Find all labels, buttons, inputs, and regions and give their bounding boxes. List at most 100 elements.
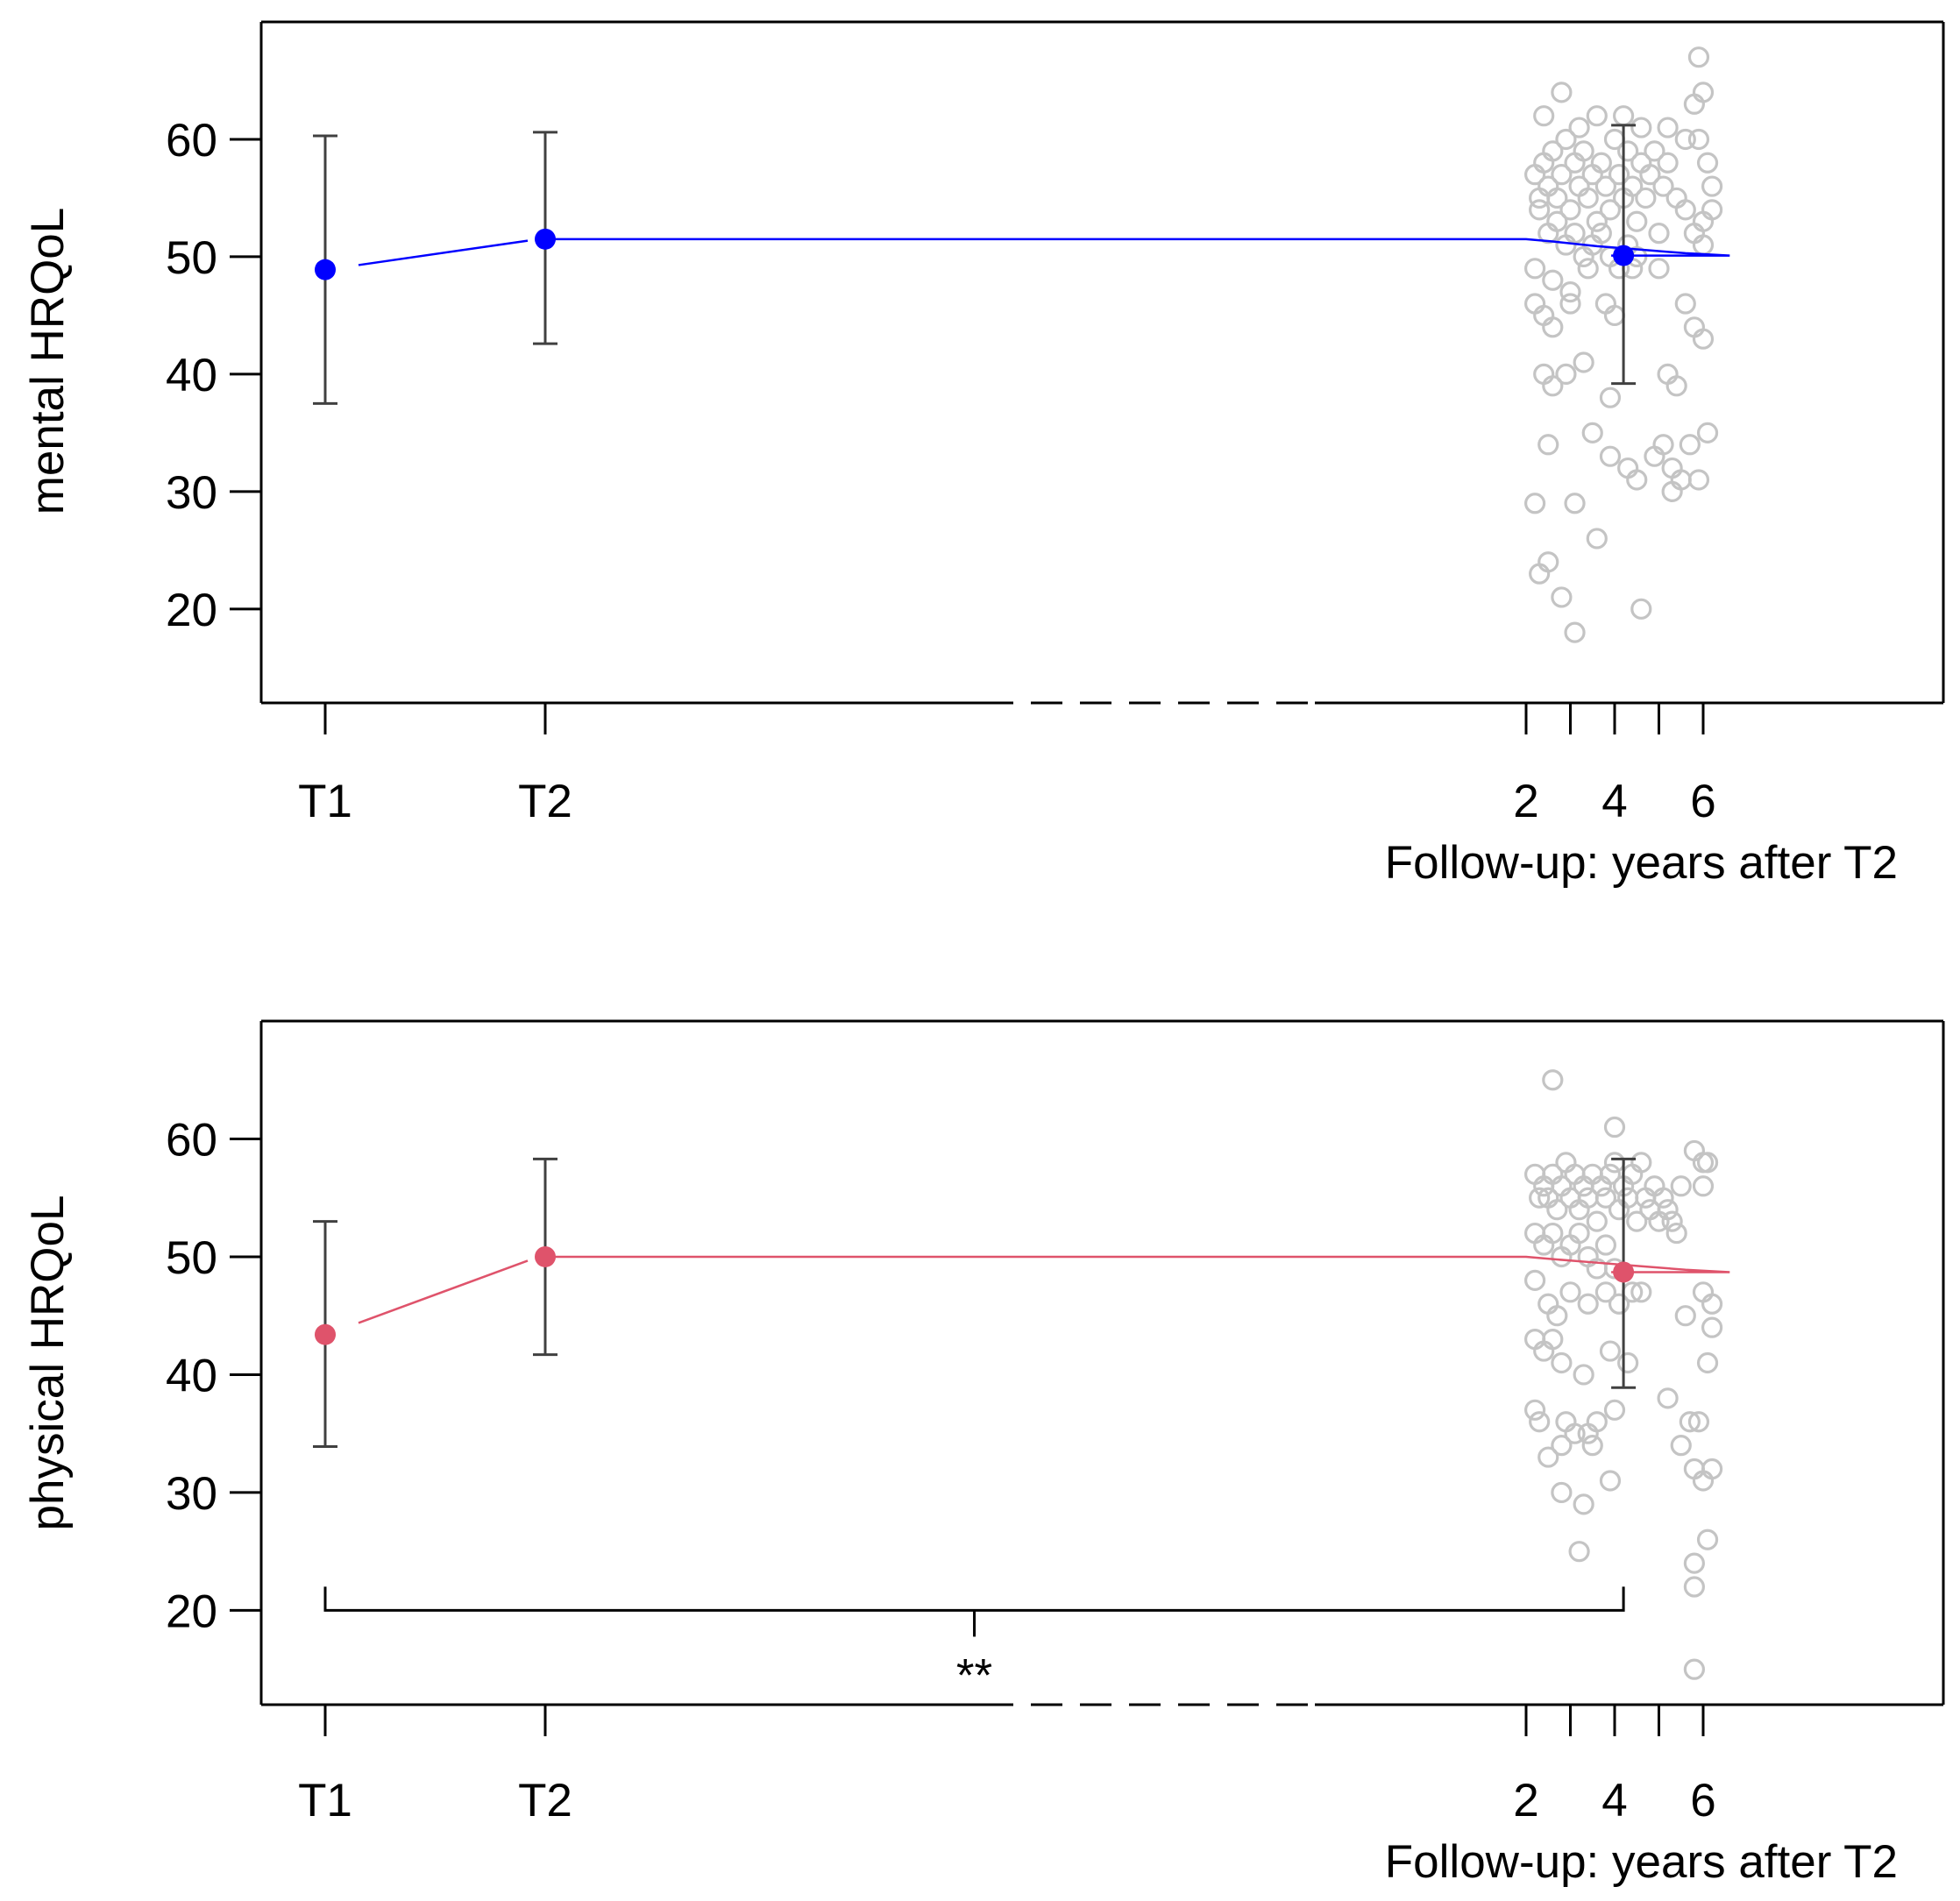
raw-data-point [1564, 621, 1586, 643]
raw-data-point [1546, 187, 1568, 209]
mean-point [315, 1323, 336, 1345]
raw-data-point [1687, 1411, 1710, 1433]
raw-data-point [1542, 269, 1564, 291]
raw-data-point [1599, 199, 1622, 221]
x-tick-label: 4 [1601, 776, 1627, 827]
significance-label: ** [956, 1649, 992, 1701]
raw-data-point [1551, 1351, 1573, 1374]
raw-data-point [1577, 1293, 1599, 1315]
raw-data-point [1692, 1175, 1715, 1197]
raw-data-point [1603, 1116, 1626, 1138]
raw-data-point [1551, 82, 1573, 103]
raw-data-point [1701, 1293, 1723, 1315]
raw-data-point [1568, 117, 1590, 138]
raw-data-point [1670, 1435, 1692, 1457]
raw-data-point [1559, 199, 1581, 221]
raw-data-point [1529, 563, 1551, 585]
raw-data-point [1551, 1481, 1573, 1504]
y-axis-title-mental: mental HRQoL [22, 208, 74, 515]
raw-data-point [1630, 1281, 1652, 1303]
raw-data-point [1626, 210, 1648, 232]
raw-data-point [1555, 363, 1577, 385]
raw-data-point [1573, 140, 1594, 162]
y-tick-label: 60 [166, 1114, 217, 1166]
raw-data-point [1696, 1152, 1719, 1174]
raw-data-point [1701, 199, 1723, 221]
raw-data-point [1683, 1552, 1706, 1574]
raw-data-point [1652, 175, 1674, 197]
raw-data-point [1577, 258, 1599, 280]
raw-data-point [1594, 1234, 1617, 1256]
raw-data-point [1599, 1340, 1622, 1362]
mean-point [1613, 245, 1635, 266]
y-tick-label: 30 [166, 467, 217, 519]
raw-data-point [1608, 164, 1630, 186]
raw-data-point [1626, 1210, 1648, 1232]
raw-data-point [1537, 434, 1559, 456]
raw-data-point [1670, 1175, 1692, 1197]
raw-data-point [1696, 422, 1719, 443]
raw-data-point [1590, 223, 1612, 245]
mean-point [1613, 1261, 1635, 1283]
y-tick-label: 40 [166, 1350, 217, 1401]
raw-data-point [1657, 1199, 1679, 1221]
trend-line [545, 238, 1730, 257]
x-tick-label: T1 [298, 1775, 352, 1827]
raw-data-point [1648, 223, 1670, 245]
raw-data-point [1586, 528, 1608, 550]
raw-data-point [1555, 128, 1577, 151]
raw-data-point [1581, 422, 1603, 443]
raw-data-point [1692, 82, 1715, 103]
raw-data-point [1599, 445, 1622, 467]
raw-data-point [1577, 187, 1599, 209]
raw-data-point [1542, 1069, 1564, 1091]
raw-data-point [1674, 128, 1696, 151]
raw-data-point [1674, 1305, 1696, 1327]
x-tick-label: T1 [298, 776, 352, 827]
raw-data-point [1529, 1411, 1551, 1433]
x-tick-label: 6 [1690, 1775, 1715, 1827]
raw-data-point [1523, 493, 1546, 514]
raw-data-point [1546, 210, 1568, 232]
mean-point [315, 259, 336, 280]
raw-data-point [1542, 1222, 1564, 1245]
raw-data-point [1617, 140, 1639, 162]
raw-data-point [1603, 1152, 1626, 1174]
raw-data-point [1657, 1387, 1679, 1409]
y-axis-title-physical: physical HRQoL [22, 1195, 74, 1531]
raw-data-point [1586, 105, 1608, 127]
y-tick-label: 20 [166, 1585, 217, 1637]
raw-data-point [1551, 1435, 1573, 1457]
raw-data-point [1652, 1187, 1674, 1209]
raw-data-point [1661, 1210, 1683, 1232]
raw-data-point [1533, 105, 1555, 127]
raw-data-point [1612, 105, 1635, 127]
raw-data-point [1701, 1458, 1723, 1480]
raw-data-point [1523, 258, 1546, 280]
x-tick-label: 2 [1513, 1775, 1538, 1827]
raw-data-point [1674, 199, 1696, 221]
raw-data-point [1599, 1470, 1622, 1492]
raw-data-point [1542, 316, 1564, 338]
raw-data-point [1542, 140, 1564, 162]
raw-data-point [1523, 1269, 1546, 1291]
x-tick-label: 4 [1601, 1775, 1627, 1827]
raw-data-point [1630, 117, 1652, 138]
x-tick-label: T2 [518, 1775, 572, 1827]
raw-data-point [1568, 1222, 1590, 1245]
raw-data-point [1687, 46, 1710, 68]
x-tick-label: 2 [1513, 776, 1538, 827]
raw-data-point [1546, 1199, 1568, 1221]
raw-data-point [1564, 1422, 1586, 1444]
raw-data-point [1529, 1187, 1551, 1209]
raw-data-point [1674, 293, 1696, 315]
raw-data-point [1701, 175, 1723, 197]
raw-data-point [1648, 258, 1670, 280]
raw-data-point [1542, 1329, 1564, 1351]
raw-data-point [1551, 586, 1573, 608]
raw-data-point [1537, 1446, 1559, 1468]
raw-data-point [1599, 387, 1622, 408]
raw-data-point [1665, 1222, 1687, 1245]
raw-data-point [1639, 164, 1661, 186]
raw-data-point [1529, 199, 1551, 221]
